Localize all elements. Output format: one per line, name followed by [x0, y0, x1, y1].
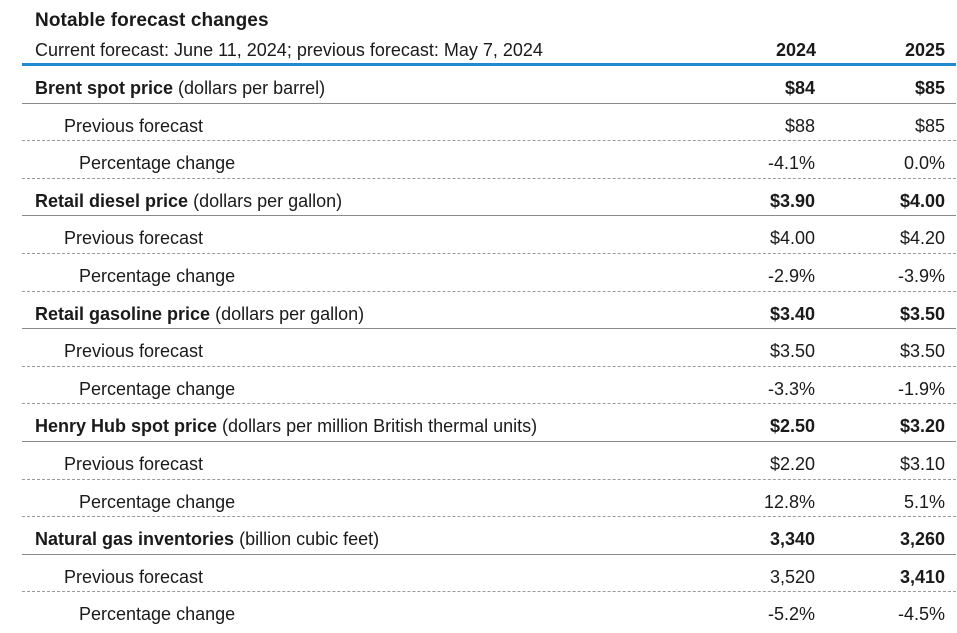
value-2025: $85 [914, 78, 945, 98]
header-rule [22, 63, 956, 66]
value-2024: $2.20 [769, 453, 815, 474]
row-label: Percentage change [79, 265, 236, 286]
metric-name: Brent spot price [35, 78, 174, 98]
table-row: Previous forecast $88 $85 [22, 104, 956, 142]
table-row: Percentage change 12.8% 5.1% [22, 480, 956, 518]
value-2024: 3,340 [769, 529, 815, 550]
table-row: Percentage change -2.9% -3.9% [22, 254, 956, 292]
value-2025: $4.00 [899, 190, 945, 211]
row-label: Previous forecast [64, 341, 204, 362]
table-row: Retail gasoline price (dollars per gallo… [22, 292, 956, 330]
table-row: Previous forecast $2.20 $3.10 [22, 442, 956, 480]
value-2025: -1.9% [897, 378, 945, 399]
table-row: Natural gas inventories (billion cubic f… [22, 517, 956, 555]
table-row: Percentage change -5.2% -4.5% [22, 592, 956, 630]
value-2024: $3.90 [769, 190, 815, 211]
value-2024: $84 [784, 78, 815, 98]
table-row: Henry Hub spot price (dollars per millio… [22, 404, 956, 442]
value-2024: -3.3% [767, 378, 815, 399]
value-2025: $85 [914, 115, 945, 136]
value-2025: $3.10 [899, 453, 945, 474]
table-body: Brent spot price (dollars per barrel) $8… [22, 66, 956, 630]
table-subtitle: Current forecast: June 11, 2024; previou… [35, 40, 543, 60]
value-2024: $2.50 [769, 416, 815, 437]
row-label: Henry Hub spot price (dollars per millio… [35, 416, 537, 437]
value-2024: -2.9% [767, 265, 815, 286]
value-2025: 0.0% [903, 153, 945, 174]
value-2025: -3.9% [897, 265, 945, 286]
row-label: Natural gas inventories (billion cubic f… [35, 529, 379, 550]
table-row: Previous forecast 3,520 3,410 [22, 555, 956, 593]
value-2024: $3.50 [769, 341, 815, 362]
table-row: Previous forecast $4.00 $4.20 [22, 216, 956, 254]
row-label: Retail gasoline price (dollars per gallo… [35, 304, 364, 325]
value-2025: $4.20 [899, 228, 945, 249]
value-2024: -5.2% [767, 604, 815, 625]
value-2024: $3.40 [769, 303, 815, 324]
row-label: Brent spot price (dollars per barrel) [35, 78, 325, 99]
table-row: Percentage change -3.3% -1.9% [22, 367, 956, 405]
row-label: Previous forecast [64, 453, 204, 474]
value-2025: $3.50 [899, 303, 945, 324]
row-label: Previous forecast [64, 115, 204, 136]
value-2024: 12.8% [763, 491, 815, 512]
row-label: Previous forecast [64, 566, 204, 587]
column-header-2024: 2024 [775, 40, 816, 60]
table-row: Previous forecast $3.50 $3.50 [22, 329, 956, 367]
value-2025: $3.50 [899, 341, 945, 362]
row-label: Percentage change [79, 604, 236, 625]
metric-unit: (dollars per gallon) [193, 190, 343, 211]
metric-unit: (dollars per million British thermal uni… [222, 416, 538, 437]
metric-name: Natural gas inventories [35, 529, 235, 550]
row-label: Percentage change [79, 491, 236, 512]
value-2024: 3,520 [769, 566, 815, 587]
row-label: Previous forecast [64, 228, 204, 249]
value-2025: 3,260 [899, 529, 945, 550]
row-label: Percentage change [79, 153, 236, 174]
row-label: Retail diesel price (dollars per gallon) [35, 191, 342, 212]
metric-unit: (dollars per barrel) [178, 78, 326, 98]
table-row: Brent spot price (dollars per barrel) $8… [22, 66, 956, 104]
metric-name: Retail diesel price [35, 190, 189, 211]
metric-name: Henry Hub spot price [35, 416, 218, 437]
table-row: Retail diesel price (dollars per gallon)… [22, 179, 956, 217]
row-label: Percentage change [79, 378, 236, 399]
table-row: Percentage change -4.1% 0.0% [22, 141, 956, 179]
value-2025: 3,410 [899, 566, 945, 587]
value-2024: -4.1% [767, 153, 815, 174]
metric-unit: (billion cubic feet) [239, 529, 380, 550]
value-2025: -4.5% [897, 604, 945, 625]
metric-name: Retail gasoline price [35, 303, 211, 324]
value-2025: 5.1% [903, 491, 945, 512]
value-2024: $88 [784, 115, 815, 136]
value-2024: $4.00 [769, 228, 815, 249]
metric-unit: (dollars per gallon) [215, 303, 365, 324]
table-title: Notable forecast changes [35, 10, 269, 31]
value-2025: $3.20 [899, 416, 945, 437]
column-header-2025: 2025 [904, 40, 945, 60]
